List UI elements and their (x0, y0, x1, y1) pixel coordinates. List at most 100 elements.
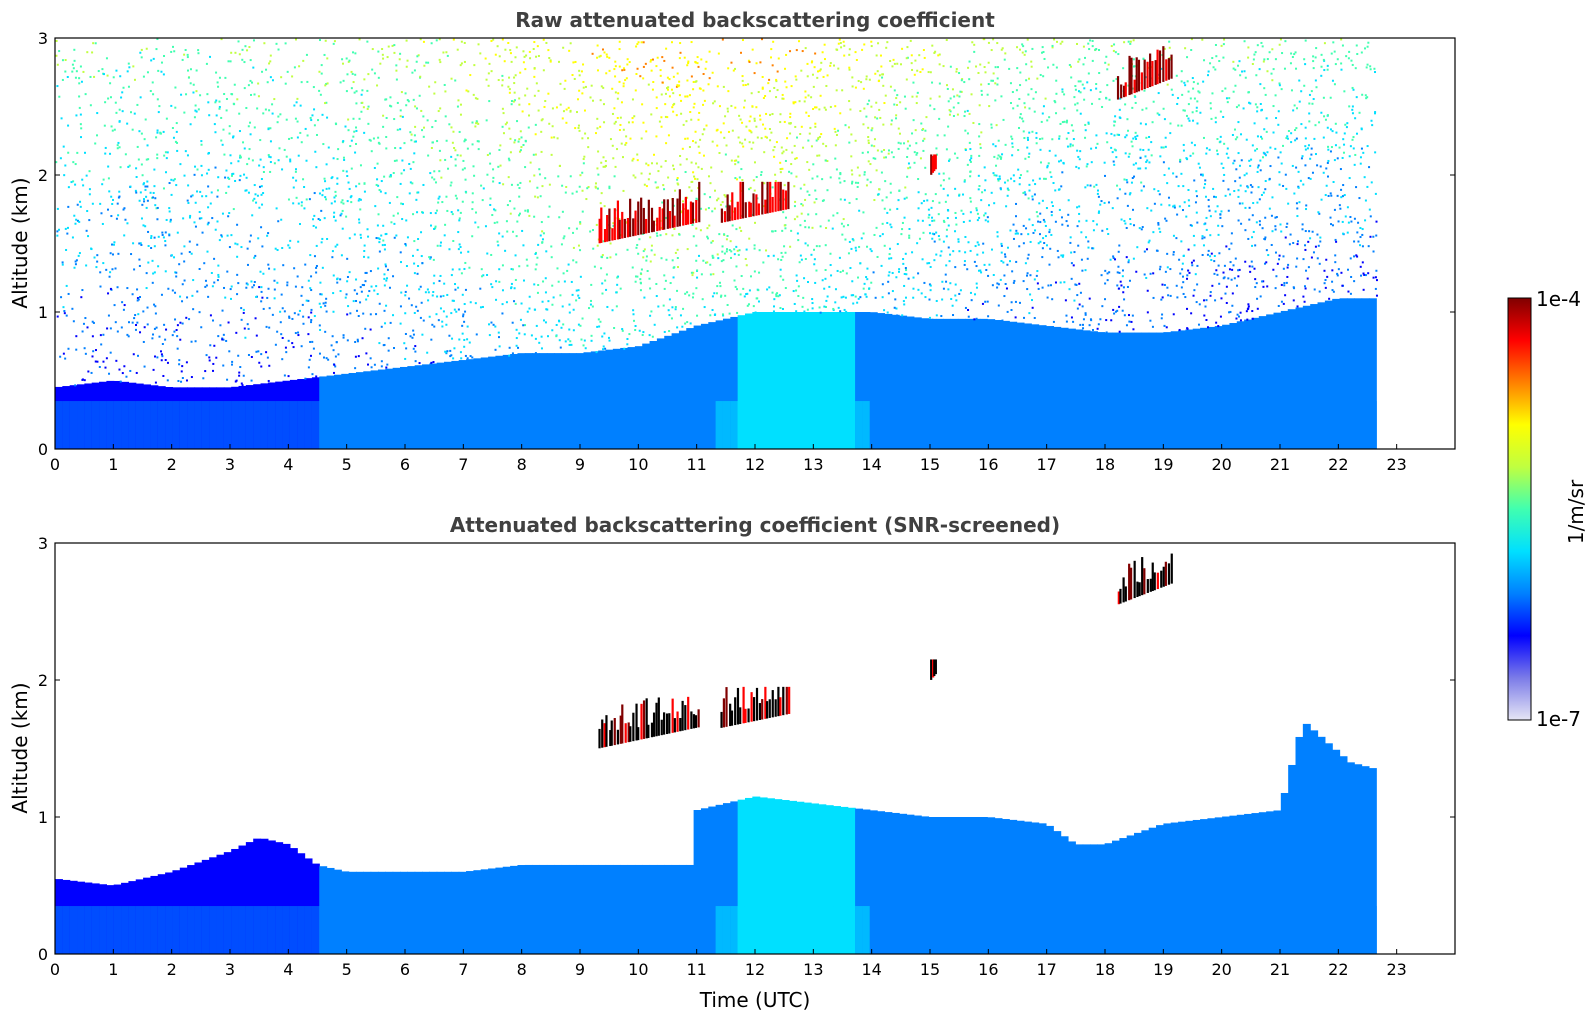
noise-speck (253, 93, 256, 96)
noise-speck (1051, 204, 1054, 207)
noise-speck (459, 211, 462, 214)
noise-speck (1011, 137, 1014, 140)
noise-speck (755, 62, 758, 65)
noise-speck (341, 58, 344, 61)
noise-speck (189, 214, 192, 217)
noise-speck (378, 142, 381, 145)
noise-speck (536, 256, 539, 259)
noise-speck (81, 378, 84, 381)
near-surface-column (708, 401, 717, 449)
noise-speck (748, 141, 751, 144)
noise-speck (508, 91, 511, 94)
noise-speck (908, 234, 911, 237)
noise-speck (310, 275, 313, 278)
noise-speck (86, 210, 89, 213)
noise-speck (724, 294, 727, 297)
noise-speck (1020, 233, 1023, 236)
noise-speck (578, 74, 581, 77)
noise-speck (1124, 222, 1127, 225)
noise-speck (978, 216, 981, 219)
noise-speck (1195, 106, 1198, 109)
noise-speck (703, 193, 706, 196)
noise-speck (239, 154, 242, 157)
noise-speck (124, 218, 127, 221)
noise-speck (1330, 52, 1333, 55)
noise-speck (612, 224, 615, 227)
noise-speck (251, 286, 254, 289)
noise-speck (1019, 71, 1022, 74)
noise-speck (1182, 149, 1185, 152)
noise-speck (386, 56, 389, 59)
noise-speck (1336, 274, 1339, 277)
noise-speck (457, 248, 460, 251)
noise-speck (1205, 299, 1208, 302)
noise-speck (748, 289, 751, 292)
noise-speck (632, 174, 635, 177)
noise-speck (634, 280, 637, 283)
noise-speck (411, 182, 414, 185)
noise-speck (570, 280, 573, 283)
noise-speck (582, 63, 585, 66)
noise-speck (1018, 116, 1021, 119)
noise-speck (418, 94, 421, 97)
noise-speck (956, 156, 959, 159)
noise-speck (220, 139, 223, 142)
noise-speck (459, 351, 462, 354)
noise-speck (947, 125, 950, 128)
noise-speck (845, 310, 848, 313)
noise-speck (928, 224, 931, 227)
near-surface-column (840, 401, 849, 449)
noise-speck (726, 110, 729, 113)
noise-speck (321, 266, 324, 269)
noise-speck (1104, 269, 1107, 272)
noise-speck (162, 374, 165, 377)
noise-speck (248, 148, 251, 151)
noise-speck (1292, 299, 1295, 302)
noise-speck (1292, 109, 1295, 112)
noise-speck (274, 343, 277, 346)
noise-speck (213, 123, 216, 126)
noise-speck (1143, 273, 1146, 276)
noise-speck (334, 190, 337, 193)
noise-speck (843, 54, 846, 57)
noise-speck (189, 68, 192, 71)
noise-speck (635, 72, 638, 75)
noise-speck (1197, 323, 1200, 326)
noise-speck (948, 260, 951, 263)
noise-speck (241, 58, 244, 61)
noise-speck (67, 205, 70, 208)
noise-speck (1065, 320, 1068, 323)
noise-speck (416, 272, 419, 275)
noise-speck (1030, 299, 1033, 302)
noise-speck (978, 104, 981, 107)
noise-speck (492, 323, 495, 326)
noise-speck (1151, 121, 1154, 124)
noise-speck (342, 79, 345, 82)
noise-speck (1000, 156, 1003, 159)
noise-speck (535, 82, 538, 85)
near-surface-column (774, 401, 783, 449)
noise-speck (660, 165, 663, 168)
noise-speck (364, 271, 367, 274)
noise-speck (1374, 111, 1377, 114)
noise-speck (1072, 320, 1075, 323)
noise-speck (380, 234, 383, 237)
noise-speck (1014, 215, 1017, 218)
noise-speck (1206, 74, 1209, 77)
near-surface-column (1251, 401, 1260, 449)
near-surface-column (1156, 401, 1164, 449)
noise-speck (719, 285, 722, 288)
noise-speck (948, 113, 951, 116)
layer-column (1031, 324, 1040, 449)
noise-speck (923, 56, 926, 59)
noise-speck (160, 293, 163, 296)
noise-speck (1131, 314, 1134, 317)
noise-speck (190, 376, 193, 379)
noise-speck (1369, 235, 1372, 238)
noise-speck (243, 327, 246, 330)
noise-speck (620, 101, 623, 104)
noise-speck (494, 325, 497, 328)
noise-speck (725, 205, 728, 208)
noise-speck (1081, 269, 1084, 272)
noise-speck (1372, 250, 1375, 253)
